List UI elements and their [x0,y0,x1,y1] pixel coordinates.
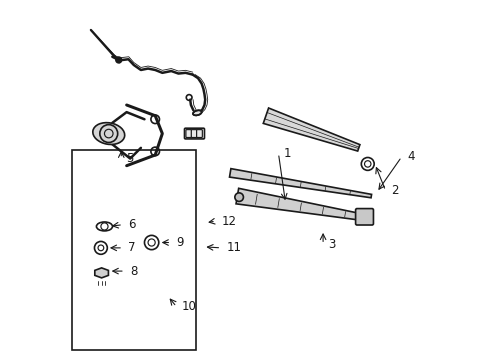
Text: 3: 3 [328,238,335,251]
Text: 9: 9 [176,236,184,249]
Text: 2: 2 [390,184,398,197]
Text: 1: 1 [283,147,291,160]
Text: 4: 4 [406,150,414,163]
Ellipse shape [193,110,201,115]
Polygon shape [263,108,359,151]
FancyBboxPatch shape [191,130,197,138]
Polygon shape [95,268,108,278]
Circle shape [116,57,122,63]
Circle shape [234,193,243,202]
Bar [72,150,195,350]
Text: 10: 10 [182,300,197,313]
FancyBboxPatch shape [185,130,191,138]
Text: 7: 7 [128,241,136,255]
Text: 8: 8 [130,265,137,278]
FancyBboxPatch shape [184,128,204,139]
Text: 12: 12 [221,215,236,228]
Text: 11: 11 [226,241,241,255]
Text: 6: 6 [128,218,136,231]
Text: 5: 5 [126,152,134,165]
Polygon shape [229,168,371,198]
FancyBboxPatch shape [355,208,373,225]
Ellipse shape [93,123,124,144]
FancyBboxPatch shape [196,130,202,138]
Polygon shape [236,188,364,221]
